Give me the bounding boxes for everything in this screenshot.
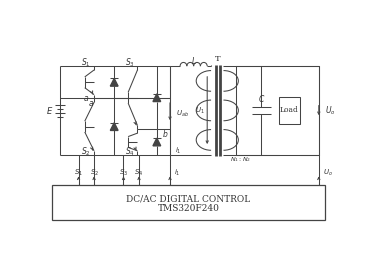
Text: $S_3$: $S_3$ (119, 167, 128, 177)
Text: $U_{ab}$: $U_{ab}$ (176, 109, 189, 119)
Text: $a$: $a$ (88, 99, 94, 108)
Text: $S_2$: $S_2$ (81, 145, 91, 158)
Text: $S_3$: $S_3$ (125, 57, 135, 69)
Text: $S_4$: $S_4$ (125, 145, 135, 158)
Bar (279, 97, 300, 124)
Text: $L$: $L$ (191, 55, 197, 66)
Text: $E$: $E$ (46, 105, 53, 116)
Polygon shape (153, 94, 161, 102)
Text: $i_1$: $i_1$ (175, 146, 181, 156)
Text: Load: Load (280, 106, 299, 114)
Polygon shape (153, 138, 161, 146)
Text: $i_1$: $i_1$ (174, 167, 180, 177)
Text: $N_1{:}N_2$: $N_1{:}N_2$ (230, 155, 251, 164)
Text: $U_o$: $U_o$ (325, 104, 336, 117)
Bar (236, 66, 319, 155)
Bar (52, 186, 325, 220)
Text: $U_o$: $U_o$ (323, 167, 333, 177)
Text: $C$: $C$ (258, 93, 265, 104)
Text: $a$: $a$ (83, 94, 89, 103)
Text: $S_1$: $S_1$ (81, 57, 91, 69)
Text: $b$: $b$ (162, 129, 169, 140)
Text: T: T (215, 55, 221, 63)
Polygon shape (110, 78, 118, 86)
Text: $S_4$: $S_4$ (134, 167, 144, 177)
Text: DC/AC DIGITAL CONTROL: DC/AC DIGITAL CONTROL (127, 194, 251, 203)
Text: TMS320F240: TMS320F240 (158, 204, 220, 213)
Text: $S_1$: $S_1$ (74, 167, 83, 177)
Text: $S_2$: $S_2$ (89, 167, 99, 177)
Text: $U_1$: $U_1$ (195, 105, 205, 115)
Polygon shape (110, 123, 118, 131)
